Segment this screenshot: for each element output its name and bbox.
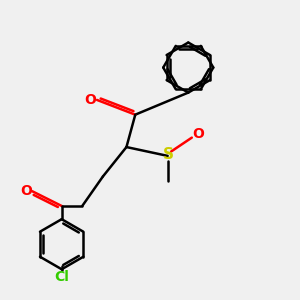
Text: O: O	[85, 93, 97, 107]
Text: Cl: Cl	[54, 271, 69, 284]
Text: O: O	[192, 127, 204, 141]
Text: S: S	[163, 147, 174, 162]
Text: O: O	[20, 184, 32, 198]
